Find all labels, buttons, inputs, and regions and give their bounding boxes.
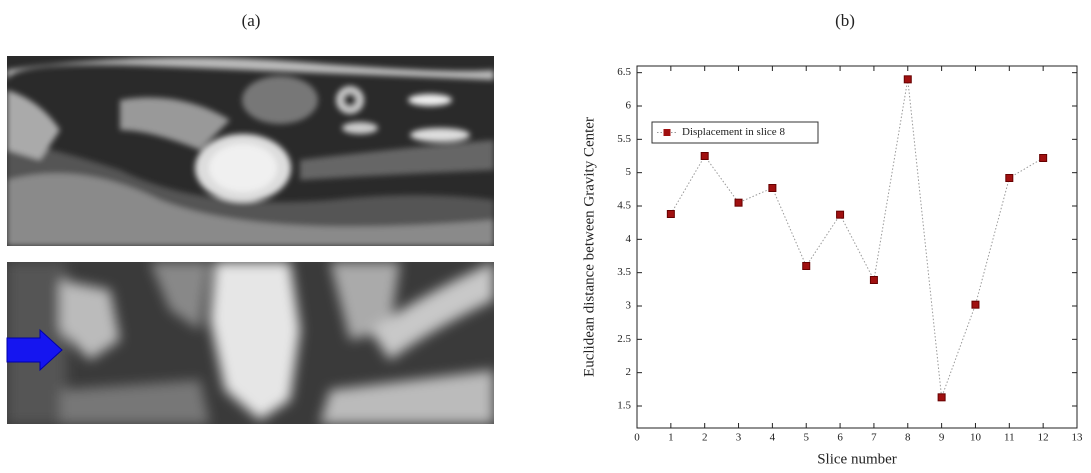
mri-time-profile [7, 262, 494, 424]
y-tick-label: 4.5 [617, 200, 631, 212]
legend-label: Displacement in slice 8 [682, 126, 785, 138]
x-tick-label: 9 [939, 432, 945, 444]
x-tick-label: 8 [905, 432, 911, 444]
x-tick-label: 11 [1004, 432, 1015, 444]
x-tick-label: 10 [970, 432, 982, 444]
point [734, 198, 743, 207]
plot-frame [636, 65, 1078, 429]
x-tick-label: 1 [668, 432, 674, 444]
x-tick-label: 13 [1072, 432, 1084, 444]
mri-image [7, 56, 494, 246]
y-tick-label: 5.5 [617, 133, 631, 145]
panel-label: (a) [242, 11, 261, 30]
y-axis-label: Euclidean distance between Gravity Cente… [581, 117, 597, 377]
y-tick-label: 6.5 [617, 66, 631, 78]
legend-box [651, 121, 819, 144]
arrow [6, 328, 63, 372]
point [1039, 154, 1048, 162]
point [836, 210, 845, 219]
x-tick-label: 3 [736, 432, 742, 444]
point [768, 184, 777, 192]
x-tick-label: 4 [770, 432, 776, 444]
x-axis-label: Slice number [817, 451, 897, 467]
point [869, 276, 878, 284]
point [971, 300, 980, 309]
point [903, 75, 912, 84]
series-line [670, 79, 1044, 398]
point [1005, 174, 1014, 182]
x-tick-label: 5 [803, 432, 809, 444]
y-tick-label: 5 [626, 166, 632, 178]
panel-label: (b) [835, 11, 855, 30]
y-tick-label: 2.5 [617, 333, 631, 345]
point [700, 152, 709, 160]
point [666, 210, 675, 218]
point [802, 262, 811, 270]
y-tick-label: 3.5 [617, 266, 631, 278]
y-tick-label: 2 [626, 366, 632, 378]
y-tick-label: 6 [626, 100, 632, 112]
x-tick-label: 6 [837, 432, 843, 444]
y-tick-label: 3 [626, 300, 632, 312]
point [937, 393, 946, 402]
y-tick-label: 4 [626, 233, 632, 245]
y-tick-label: 1.5 [617, 400, 631, 412]
legend-marker [663, 129, 671, 136]
x-tick-label: 7 [871, 432, 877, 444]
x-tick-label: 2 [702, 432, 708, 444]
x-tick-label: 12 [1038, 432, 1049, 444]
x-tick-label: 0 [634, 432, 640, 444]
